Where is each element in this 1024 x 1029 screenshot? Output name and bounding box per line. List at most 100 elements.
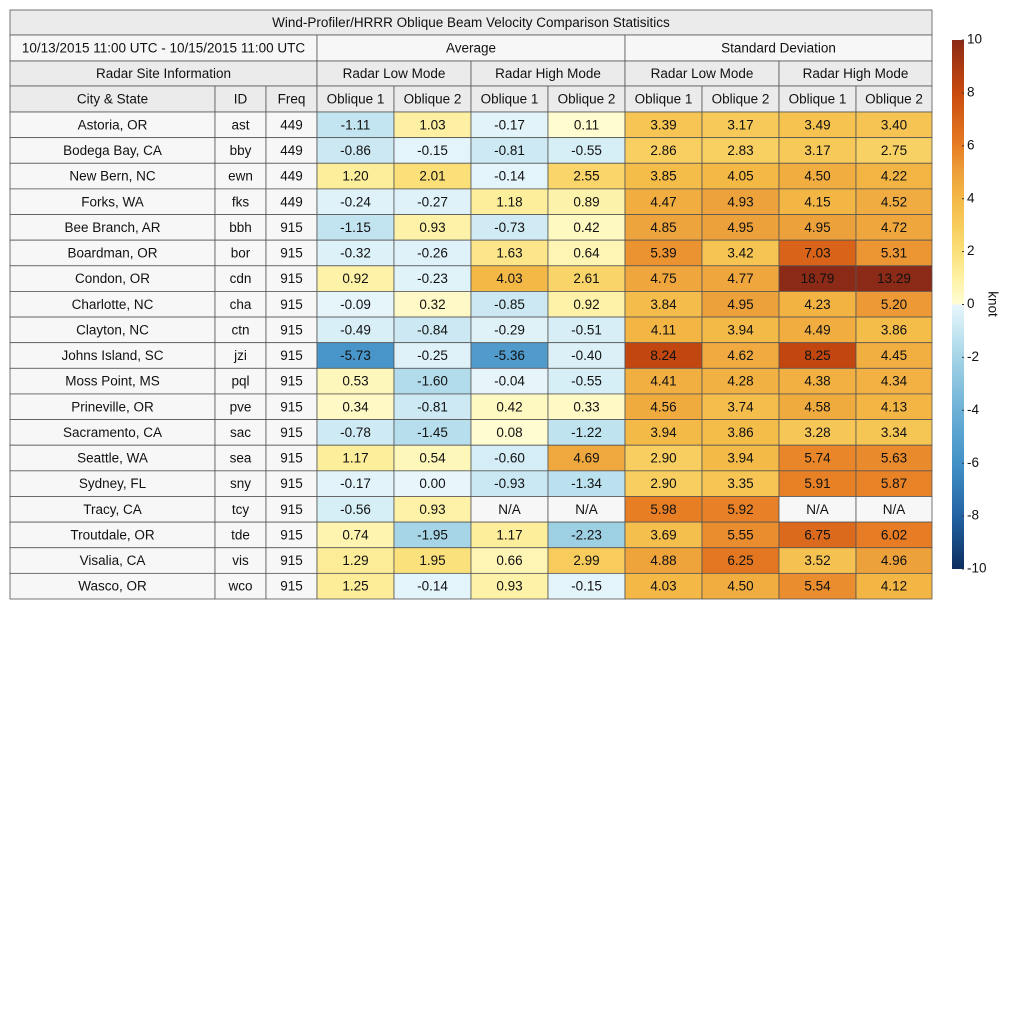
value-cell: 4.41 xyxy=(650,374,676,389)
value-cell: 4.62 xyxy=(727,348,753,363)
value-cell: 0.64 xyxy=(573,246,600,261)
value-cell: N/A xyxy=(575,502,598,517)
value-cell: -0.15 xyxy=(417,143,448,158)
value-cell-bg xyxy=(778,239,857,267)
value-cell-bg xyxy=(624,188,703,215)
value-cell: 5.74 xyxy=(804,451,831,466)
value-cell: 5.54 xyxy=(804,579,831,594)
group-header-bg xyxy=(624,34,933,62)
value-cell: 4.58 xyxy=(804,399,830,414)
value-cell-bg xyxy=(701,419,780,446)
colorbar-tick-label: -10 xyxy=(967,561,987,576)
value-cell: 0.66 xyxy=(496,553,522,568)
value-cell: 0.42 xyxy=(573,220,599,235)
value-cell: -0.14 xyxy=(494,169,525,184)
value-cell: 0.74 xyxy=(342,527,369,542)
colorbar-tick-label: 6 xyxy=(967,137,975,152)
value-cell-bg xyxy=(778,393,857,420)
value-cell: 4.88 xyxy=(650,553,676,568)
value-cell: 0.33 xyxy=(573,399,599,414)
value-cell: 8.25 xyxy=(804,348,830,363)
value-cell: -1.60 xyxy=(417,374,448,389)
value-cell: 3.94 xyxy=(650,425,677,440)
site-cell: 915 xyxy=(280,553,303,568)
site-cell: ctn xyxy=(231,322,249,337)
value-cell-bg xyxy=(701,547,780,574)
value-cell-bg xyxy=(316,367,395,395)
column-header-bg xyxy=(855,85,933,113)
value-cell-bg xyxy=(855,316,933,344)
value-cell: 4.12 xyxy=(881,579,907,594)
value-cell: 1.29 xyxy=(342,553,368,568)
column-header-bg xyxy=(9,85,216,113)
value-cell: 4.34 xyxy=(881,374,908,389)
site-cell: Charlotte, NC xyxy=(72,297,154,312)
group-header-bg xyxy=(316,34,626,62)
site-cell: fks xyxy=(232,194,250,209)
value-cell-bg xyxy=(624,496,703,523)
colorbar-tick-label: 8 xyxy=(967,84,975,99)
site-cell-bg xyxy=(265,162,318,190)
mode-header-bg xyxy=(624,60,780,87)
site-cell: Johns Island, SC xyxy=(61,348,163,363)
column-header-bg xyxy=(701,85,780,113)
value-cell: 1.17 xyxy=(496,527,522,542)
site-cell-bg xyxy=(265,111,318,139)
value-cell: 2.01 xyxy=(419,169,445,184)
value-cell-bg xyxy=(393,444,472,472)
value-cell-bg xyxy=(547,572,626,600)
value-cell: -0.51 xyxy=(571,322,602,337)
value-cell-bg xyxy=(547,162,626,190)
value-cell: 4.03 xyxy=(650,579,676,594)
value-cell-bg xyxy=(624,470,703,497)
value-cell: 1.25 xyxy=(342,579,368,594)
mode-header: Radar High Mode xyxy=(803,66,909,81)
value-cell-bg xyxy=(624,572,703,600)
value-cell: 6.25 xyxy=(727,553,753,568)
site-cell-bg xyxy=(214,342,267,369)
value-cell-bg xyxy=(701,162,780,190)
value-cell-bg xyxy=(470,214,549,241)
value-cell: -0.84 xyxy=(417,322,448,337)
value-cell-bg xyxy=(624,239,703,267)
value-cell-bg xyxy=(393,419,472,446)
colorbar-tick-label: -8 xyxy=(967,508,979,523)
value-cell-bg xyxy=(624,316,703,344)
value-cell: -0.78 xyxy=(340,425,371,440)
site-cell-bg xyxy=(214,470,267,497)
value-cell: -2.23 xyxy=(571,527,602,542)
value-cell: 1.95 xyxy=(419,553,445,568)
value-cell: -1.95 xyxy=(417,527,448,542)
value-cell: -0.86 xyxy=(340,143,371,158)
table: Wind-Profiler/HRRR Oblique Beam Velocity… xyxy=(9,9,933,600)
value-cell-bg xyxy=(855,265,933,292)
colorbar: 10 8 6 4 2 0 -2 -4 -6 -8 -10 knot xyxy=(952,32,1000,576)
value-cell-bg xyxy=(778,265,857,292)
value-cell-bg xyxy=(778,521,857,549)
value-cell: -0.14 xyxy=(417,579,448,594)
value-cell-bg xyxy=(624,111,703,139)
value-cell-bg xyxy=(778,419,857,446)
value-cell: 4.75 xyxy=(650,271,676,286)
value-cell: 3.86 xyxy=(881,322,907,337)
value-cell: 4.72 xyxy=(881,220,907,235)
value-cell-bg xyxy=(778,291,857,318)
table-title-bg xyxy=(9,9,933,36)
value-cell: 0.54 xyxy=(419,451,446,466)
value-cell-bg xyxy=(855,572,933,600)
value-cell-bg xyxy=(316,496,395,523)
site-cell: ast xyxy=(231,117,249,132)
value-cell-bg xyxy=(778,342,857,369)
site-cell-bg xyxy=(9,239,216,267)
value-cell: 4.38 xyxy=(804,374,830,389)
site-cell: Sydney, FL xyxy=(79,476,147,491)
site-cell: 915 xyxy=(280,502,303,517)
site-cell: Bodega Bay, CA xyxy=(63,143,162,158)
value-cell: -0.56 xyxy=(340,502,371,517)
value-cell-bg xyxy=(624,367,703,395)
site-cell-bg xyxy=(9,162,216,190)
value-cell: -0.29 xyxy=(494,322,525,337)
value-cell-bg xyxy=(855,291,933,318)
value-cell-bg xyxy=(316,239,395,267)
